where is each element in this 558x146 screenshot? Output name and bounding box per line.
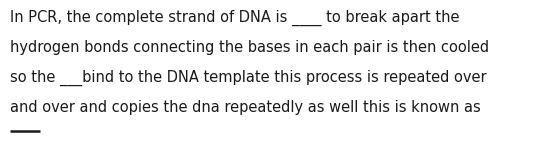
Text: In PCR, the complete strand of DNA is ____ to break apart the: In PCR, the complete strand of DNA is __… [10,10,460,26]
Text: and over and copies the dna repeatedly as well this is known as: and over and copies the dna repeatedly a… [10,100,481,115]
Text: hydrogen bonds connecting the bases in each pair is then cooled: hydrogen bonds connecting the bases in e… [10,40,489,55]
Text: so the ___bind to the DNA template this process is repeated over: so the ___bind to the DNA template this … [10,70,487,86]
